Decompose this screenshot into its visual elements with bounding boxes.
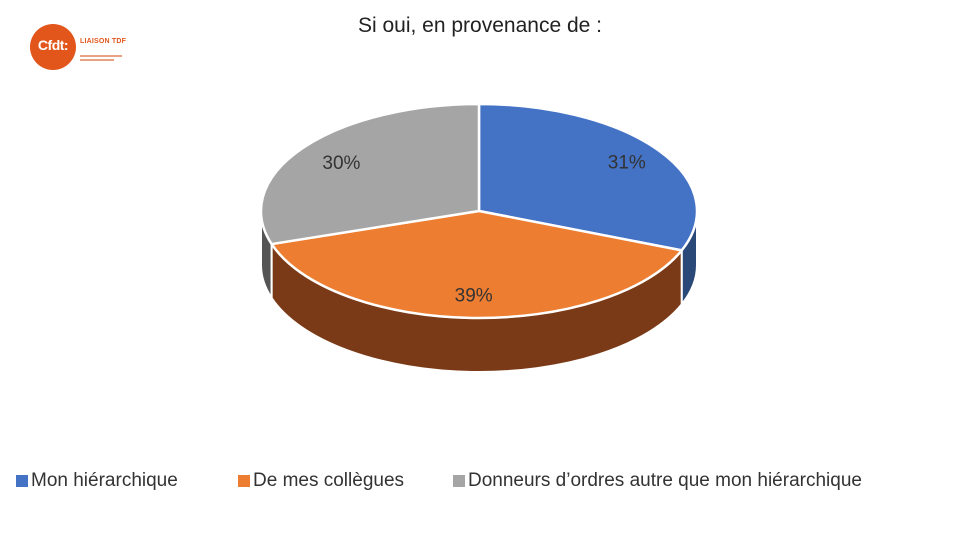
slice-de-mes-collegues (270, 209, 683, 320)
cfdt-logo: Cfdt: LIAISON TDF (24, 22, 144, 76)
logo-mark: Cfdt: (37, 37, 69, 53)
logo-circle (30, 24, 76, 70)
slice-mon-hierarchique (477, 102, 699, 252)
logo-text: LIAISON TDF (80, 38, 127, 45)
logo-tagline-line (80, 59, 114, 61)
slice-donneurs-d-ordres (259, 102, 481, 246)
chart-legend: Mon hiérarchique De mes collègues Donneu… (0, 470, 960, 494)
legend-swatch (453, 475, 465, 487)
legend-swatch (16, 475, 28, 487)
legend-label: De mes collègues (253, 470, 405, 491)
chart-title: Si oui, en provenance de : (357, 14, 602, 37)
legend-item-donneurs-d-ordres: Donneurs d’ordres autre que mon hiérarch… (453, 470, 862, 492)
data-label: 30% (322, 153, 360, 174)
data-label: 39% (455, 285, 493, 306)
legend-swatch (238, 475, 250, 487)
legend-label: Mon hiérarchique (31, 470, 178, 491)
legend-label: Donneurs d’ordres autre que mon hiérarch… (468, 470, 862, 491)
data-label: 31% (608, 153, 646, 174)
legend-item-mon-hierarchique: Mon hiérarchique (16, 470, 178, 492)
legend-item-de-mes-collegues: De mes collègues (238, 470, 404, 492)
logo-tagline-line (80, 55, 122, 57)
